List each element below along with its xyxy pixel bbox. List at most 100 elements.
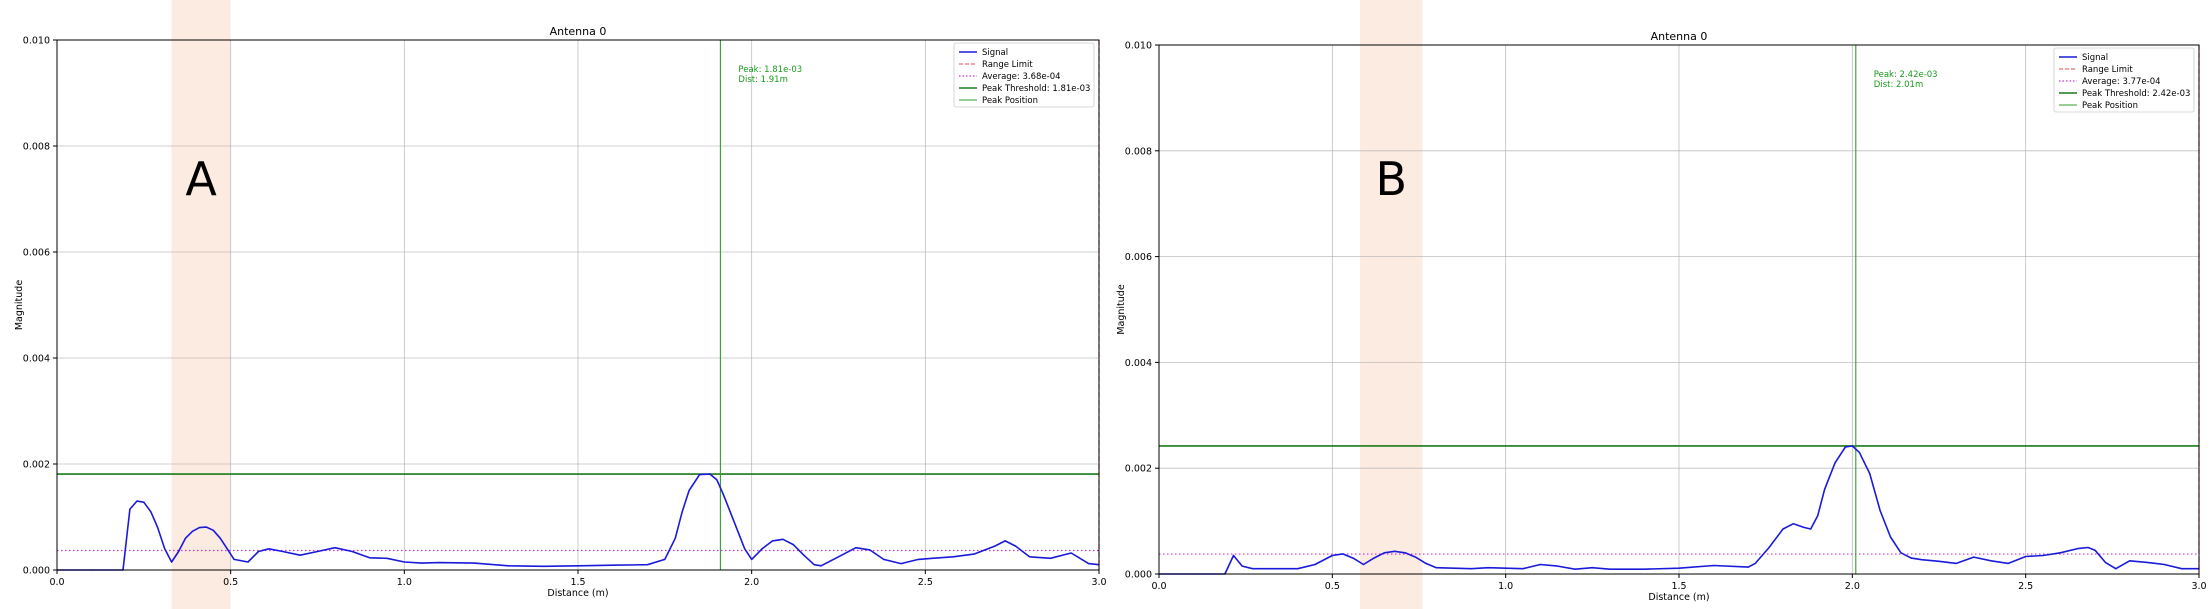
signal-data-point <box>1803 526 1805 529</box>
y-tick-label: 0.006 <box>1125 252 1152 263</box>
signal-data-point <box>1844 446 1846 448</box>
signal-data-point <box>688 489 690 492</box>
signal-data-point <box>1955 562 1957 565</box>
signal-data-point <box>782 538 784 540</box>
signal-data-point <box>212 529 214 531</box>
chart-panel-b: B 0.0 0.5 1.0 1.5 2.0 2.5 3.0 0.000 0.002 0.004 0.0… <box>1116 0 2207 609</box>
signal-data-point <box>198 527 201 529</box>
signal-data-point <box>1470 568 1472 570</box>
y-tick-label: 0.008 <box>23 142 50 153</box>
signal-data-point <box>1921 559 1923 561</box>
x-axis-label: Distance (m) <box>1648 592 1709 603</box>
y-axis-label: Magnitude <box>1116 284 1127 334</box>
signal-data-point <box>1435 567 1437 569</box>
signal-data-point <box>191 530 194 532</box>
signal-data-point <box>143 501 145 503</box>
signal-data-point <box>1792 523 1794 525</box>
signal-data-point <box>1425 562 1427 565</box>
signal-data-point <box>792 543 794 546</box>
y-tick-label: 0.002 <box>23 460 50 471</box>
signal-data-point <box>1539 563 1541 566</box>
x-tick-label: 2.5 <box>918 577 933 588</box>
y-tick-label: 0.000 <box>1125 570 1152 581</box>
signal-data-point <box>1609 568 1611 570</box>
signal-data-point <box>1297 568 1299 570</box>
signal-data-point <box>1314 563 1316 566</box>
signal-data-point <box>855 547 857 549</box>
signal-data-point <box>1232 554 1235 557</box>
signal-data-point <box>1858 451 1860 453</box>
signal-data-point <box>257 550 260 553</box>
peak-annotation-distance: Dist: 2.01m <box>1874 80 1923 90</box>
signal-data-point <box>837 556 840 558</box>
x-tick-label: 2.0 <box>1845 581 1860 592</box>
signal-data-point <box>2042 554 2044 557</box>
signal-data-point <box>2163 563 2165 566</box>
signal-data-point <box>2146 561 2148 563</box>
panel-label: B <box>1375 152 1407 206</box>
signal-data-point <box>751 558 753 561</box>
signal-data-point <box>744 548 746 550</box>
signal-data-point <box>473 562 475 564</box>
legend-box <box>2053 47 2195 113</box>
signal-data-point <box>2025 555 2027 558</box>
peak-annotation-value: Peak: 1.81e-03 <box>738 65 802 75</box>
signal-data-point <box>733 521 735 523</box>
signal-data-point <box>507 565 510 567</box>
signal-data-point <box>1070 552 1072 554</box>
signal-data-point <box>1910 557 1912 559</box>
x-tick-label: 2.5 <box>2018 581 2033 592</box>
signal-data-point <box>369 557 371 559</box>
signal-data-point <box>1394 550 1396 552</box>
signal-data-point <box>1643 568 1645 570</box>
signal-data-point <box>1678 567 1680 569</box>
highlight-band <box>1360 0 1423 609</box>
signal-data-point <box>883 558 885 561</box>
signal-data-point <box>1279 568 1281 570</box>
signal-data-point <box>1505 567 1507 569</box>
x-tick-label: 2.0 <box>744 577 759 588</box>
signal-data-point <box>316 550 319 553</box>
signal-data-point <box>1754 562 1756 565</box>
signal-data-point <box>1004 540 1006 542</box>
signal-data-point <box>716 479 718 481</box>
signal-data-point <box>1262 568 1264 570</box>
legend-entry: Signal <box>2082 53 2108 63</box>
signal-data-point <box>698 474 701 476</box>
signal-data-point <box>226 548 228 550</box>
legend: Signal Range Limit Average: 3.68e-04 Peak T… <box>953 42 1095 108</box>
signal-data-point <box>1404 552 1406 554</box>
y-tick-label: 0.006 <box>23 248 50 259</box>
chart-title: Antenna 0 <box>550 25 607 38</box>
signal-data-point <box>723 495 725 497</box>
signal-data-point <box>664 558 666 561</box>
x-tick-label: 1.5 <box>570 577 585 588</box>
legend: Signal Range Limit Average: 3.77e-04 Peak T… <box>2053 47 2195 113</box>
signal-data-point <box>1015 545 1017 547</box>
x-tick-label: 3.0 <box>1091 577 1106 588</box>
signal-data-point <box>421 562 423 564</box>
signal-data-point <box>2087 546 2089 549</box>
signal-data-point <box>1824 488 1826 490</box>
signal-data-point <box>931 557 933 559</box>
signal-data-point <box>577 565 579 567</box>
y-tick-label: 0.004 <box>23 354 50 365</box>
signal-data-point <box>2115 568 2117 570</box>
y-tick-label: 0.010 <box>1125 41 1152 52</box>
signal-data-point <box>1373 557 1375 559</box>
signal-data-point <box>994 545 996 547</box>
signal-data-point <box>150 511 152 513</box>
signal-data-point <box>869 549 871 551</box>
panel-label: A <box>185 152 217 206</box>
legend-entry: Range Limit <box>2082 65 2133 75</box>
signal-data-point <box>1973 556 1975 558</box>
signal-data-point <box>973 553 975 555</box>
legend-entry: Range Limit <box>982 60 1033 70</box>
signal-data-point <box>1817 515 1819 517</box>
signal-data-point <box>1938 560 1940 562</box>
signal-data-point <box>438 561 440 564</box>
x-tick-label: 0.0 <box>49 577 64 588</box>
signal-data-point <box>2094 549 2096 551</box>
x-tick-label: 3.0 <box>2191 581 2206 592</box>
